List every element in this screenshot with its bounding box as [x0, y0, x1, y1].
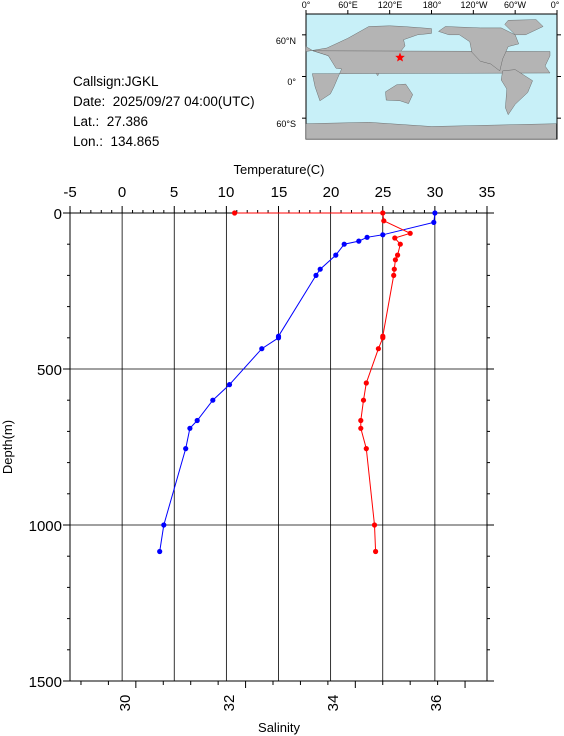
salinity-point — [380, 210, 386, 216]
depth-tick-label: 500 — [37, 362, 62, 379]
salinity-point — [391, 266, 397, 272]
callsign-label: Callsign:JGKL — [73, 74, 159, 89]
depth-tick-label: 1000 — [29, 518, 62, 535]
temperature-point — [341, 241, 347, 247]
depth-axis-title: Depth(m) — [0, 420, 15, 474]
longitude-label: Lon.: 134.865 — [73, 134, 160, 149]
depth-tick-labels: 0 500 1000 1500 — [29, 206, 62, 691]
salinity-tick-label: 32 — [221, 695, 238, 712]
world-map: 0° 60°E 120°E 180° 120°W 60°W 0° 60°N 0°… — [276, 0, 561, 140]
salinity-axis-title: Salinity — [258, 720, 300, 735]
salinity-point — [358, 425, 364, 431]
temperature-point — [226, 382, 233, 388]
land-mass — [305, 122, 557, 140]
salinity-point — [232, 210, 238, 216]
map-land — [305, 19, 557, 140]
temperature-point — [380, 232, 386, 238]
axis-ticks — [63, 206, 494, 688]
map-top-label: 180° — [423, 0, 442, 10]
map-top-labels: 0° 60°E 120°E 180° 120°W 60°W 0° — [302, 0, 560, 10]
temperature-point — [431, 219, 437, 225]
salinity-point — [397, 241, 403, 247]
salinity-point — [395, 252, 401, 258]
temperature-point — [161, 522, 167, 528]
salinity-point — [391, 272, 397, 278]
salinity-point — [392, 257, 398, 263]
salinity-point — [375, 346, 381, 352]
salinity-tick-label: 34 — [325, 695, 342, 712]
map-ticks — [302, 10, 561, 119]
salinity-point — [373, 548, 379, 555]
temperature-point — [313, 272, 319, 278]
map-top-label: 120°W — [460, 0, 488, 10]
temperature-tick-label: 35 — [479, 184, 496, 201]
salinity-point — [380, 335, 386, 341]
temperature-point — [333, 252, 339, 258]
station-marker-icon — [395, 52, 405, 62]
temperature-point — [432, 210, 438, 216]
land-mass — [504, 19, 544, 35]
temperature-axis-title: Temperature(C) — [233, 162, 324, 177]
map-top-label: 120°E — [378, 0, 403, 10]
latitude-label: Lat.: 27.386 — [73, 114, 149, 129]
temperature-point — [210, 397, 216, 403]
temperature-tick-label: 0 — [118, 184, 126, 201]
temperature-point — [275, 335, 282, 341]
salinity-point — [358, 417, 364, 424]
temperature-tick-label: 25 — [375, 184, 392, 201]
salinity-point — [360, 397, 367, 403]
temperature-tick-label: 10 — [218, 184, 235, 201]
temperature-point — [364, 234, 370, 240]
temperature-point — [317, 266, 323, 272]
salinity-point — [363, 446, 369, 452]
land-mass — [500, 69, 533, 116]
map-top-label: 60°E — [338, 0, 358, 10]
temperature-tick-label: 20 — [323, 184, 340, 201]
temperature-tick-label: 30 — [427, 184, 444, 201]
date-label: Date: 2025/09/27 04:00(UTC) — [73, 94, 255, 109]
temperature-line — [159, 212, 436, 552]
salinity-point — [392, 235, 398, 241]
temperature-point — [194, 417, 200, 424]
map-left-labels: 60°N 0° 60°S — [276, 36, 297, 129]
salinity-line — [234, 212, 412, 552]
temperature-tick-label: -5 — [63, 184, 76, 201]
temperature-point — [259, 346, 265, 352]
land-mass — [385, 83, 413, 104]
map-top-label: 0° — [551, 0, 560, 10]
salinity-tick-label: 36 — [428, 695, 445, 712]
map-top-label: 0° — [302, 0, 311, 10]
map-left-label: 60°N — [276, 36, 296, 46]
temperature-tick-labels: -5 0 5 10 15 20 25 30 35 — [63, 184, 495, 201]
salinity-tick-labels: 30 32 34 36 — [117, 695, 445, 712]
salinity-point — [381, 218, 387, 224]
depth-tick-label: 0 — [54, 206, 62, 223]
map-left-label: 60°S — [276, 119, 296, 129]
temperature-point — [187, 425, 193, 431]
map-left-label: 0° — [287, 77, 296, 87]
salinity-tick-label: 30 — [117, 695, 134, 712]
temperature-tick-label: 5 — [170, 184, 178, 201]
temperature-point — [183, 446, 189, 452]
temperature-tick-label: 15 — [271, 184, 288, 201]
station-info: Callsign:JGKL Date: 2025/09/27 04:00(UTC… — [73, 72, 255, 152]
land-mass — [438, 26, 519, 72]
salinity-point — [371, 522, 378, 528]
temperature-point — [356, 238, 362, 244]
temperature-point — [157, 548, 163, 555]
salinity-point — [363, 380, 369, 386]
chart-grid — [69, 213, 488, 681]
series-layer — [157, 210, 438, 555]
depth-tick-label: 1500 — [29, 674, 62, 691]
salinity-point — [407, 230, 413, 236]
map-top-label: 60°W — [504, 0, 527, 10]
